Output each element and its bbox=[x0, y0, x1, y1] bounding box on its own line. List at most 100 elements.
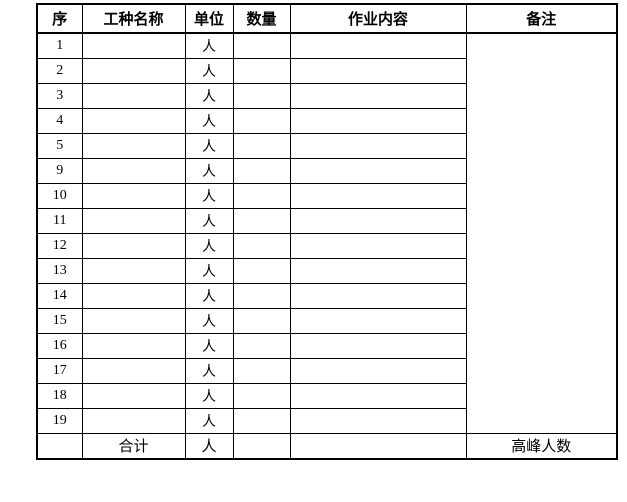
unit-cell: 人 bbox=[184, 82, 234, 109]
name-cell bbox=[81, 332, 186, 359]
seq-cell: 4 bbox=[36, 107, 83, 134]
unit-cell: 人 bbox=[184, 232, 234, 259]
table-body: 1 人 2 人 3 人 4 人 5 人 9 人 10 人 11 人 12 人 13 人 14 人 15 人 16 人 17 人 18 人 1… bbox=[36, 32, 618, 434]
qty-cell bbox=[232, 157, 291, 184]
content-cell bbox=[289, 107, 467, 134]
total-row: 合计 人 高峰人数 bbox=[36, 432, 618, 460]
name-cell bbox=[81, 382, 186, 409]
table-header: 序 工种名称 单位 数量 作业内容 备注 bbox=[36, 3, 618, 34]
total-seq-cell bbox=[36, 432, 83, 460]
total-label-cell: 合计 bbox=[81, 432, 186, 460]
content-cell bbox=[289, 382, 467, 409]
qty-cell bbox=[232, 257, 291, 284]
seq-cell: 19 bbox=[36, 407, 83, 434]
name-cell bbox=[81, 257, 186, 284]
total-qty-cell bbox=[232, 432, 291, 460]
header-seq: 序 bbox=[36, 3, 83, 34]
remarks-merged-cell bbox=[465, 32, 618, 434]
seq-cell: 5 bbox=[36, 132, 83, 159]
table-footer: 合计 人 高峰人数 bbox=[36, 432, 618, 460]
content-cell bbox=[289, 357, 467, 384]
seq-cell: 16 bbox=[36, 332, 83, 359]
content-cell bbox=[289, 407, 467, 434]
name-cell bbox=[81, 82, 186, 109]
unit-cell: 人 bbox=[184, 257, 234, 284]
seq-cell: 12 bbox=[36, 232, 83, 259]
seq-cell: 1 bbox=[36, 32, 83, 59]
qty-cell bbox=[232, 82, 291, 109]
qty-cell bbox=[232, 332, 291, 359]
header-content: 作业内容 bbox=[289, 3, 467, 34]
unit-cell: 人 bbox=[184, 282, 234, 309]
seq-cell: 10 bbox=[36, 182, 83, 209]
qty-cell bbox=[232, 357, 291, 384]
qty-cell bbox=[232, 182, 291, 209]
table-row: 14 人 bbox=[36, 282, 617, 309]
seq-cell: 17 bbox=[36, 357, 83, 384]
qty-cell bbox=[232, 32, 291, 59]
unit-cell: 人 bbox=[184, 32, 234, 59]
seq-cell: 13 bbox=[36, 257, 83, 284]
header-row: 序 工种名称 单位 数量 作业内容 备注 bbox=[36, 3, 618, 34]
unit-cell: 人 bbox=[184, 357, 234, 384]
table-row: 15 人 bbox=[36, 307, 617, 334]
header-remarks: 备注 bbox=[465, 3, 618, 34]
qty-cell bbox=[232, 232, 291, 259]
header-name: 工种名称 bbox=[81, 3, 186, 34]
name-cell bbox=[81, 407, 186, 434]
name-cell bbox=[81, 232, 186, 259]
qty-cell bbox=[232, 407, 291, 434]
qty-cell bbox=[232, 132, 291, 159]
unit-cell: 人 bbox=[184, 107, 234, 134]
unit-cell: 人 bbox=[184, 332, 234, 359]
content-cell bbox=[289, 332, 467, 359]
name-cell bbox=[81, 132, 186, 159]
table-row: 19 人 bbox=[36, 407, 617, 434]
content-cell bbox=[289, 132, 467, 159]
unit-cell: 人 bbox=[184, 307, 234, 334]
name-cell bbox=[81, 207, 186, 234]
content-cell bbox=[289, 82, 467, 109]
content-cell bbox=[289, 182, 467, 209]
seq-cell: 14 bbox=[36, 282, 83, 309]
labor-summary-table: 序 工种名称 单位 数量 作业内容 备注 1 人 2 人 3 人 4 人 5 人 9 人 10 人 11 人 1… bbox=[36, 3, 618, 460]
header-unit: 单位 bbox=[184, 3, 234, 34]
name-cell bbox=[81, 107, 186, 134]
qty-cell bbox=[232, 282, 291, 309]
unit-cell: 人 bbox=[184, 157, 234, 184]
content-cell bbox=[289, 207, 467, 234]
content-cell bbox=[289, 32, 467, 59]
qty-cell bbox=[232, 107, 291, 134]
name-cell bbox=[81, 357, 186, 384]
name-cell bbox=[81, 32, 186, 59]
seq-cell: 3 bbox=[36, 82, 83, 109]
name-cell bbox=[81, 282, 186, 309]
qty-cell bbox=[232, 382, 291, 409]
seq-cell: 18 bbox=[36, 382, 83, 409]
header-qty: 数量 bbox=[232, 3, 291, 34]
unit-cell: 人 bbox=[184, 132, 234, 159]
content-cell bbox=[289, 232, 467, 259]
unit-cell: 人 bbox=[184, 207, 234, 234]
content-cell bbox=[289, 307, 467, 334]
unit-cell: 人 bbox=[184, 382, 234, 409]
qty-cell bbox=[232, 307, 291, 334]
peak-count-cell: 高峰人数 bbox=[465, 432, 618, 460]
content-cell bbox=[289, 57, 467, 84]
qty-cell bbox=[232, 207, 291, 234]
name-cell bbox=[81, 307, 186, 334]
name-cell bbox=[81, 182, 186, 209]
qty-cell bbox=[232, 57, 291, 84]
name-cell bbox=[81, 57, 186, 84]
name-cell bbox=[81, 157, 186, 184]
content-cell bbox=[289, 257, 467, 284]
content-cell bbox=[289, 282, 467, 309]
seq-cell: 15 bbox=[36, 307, 83, 334]
